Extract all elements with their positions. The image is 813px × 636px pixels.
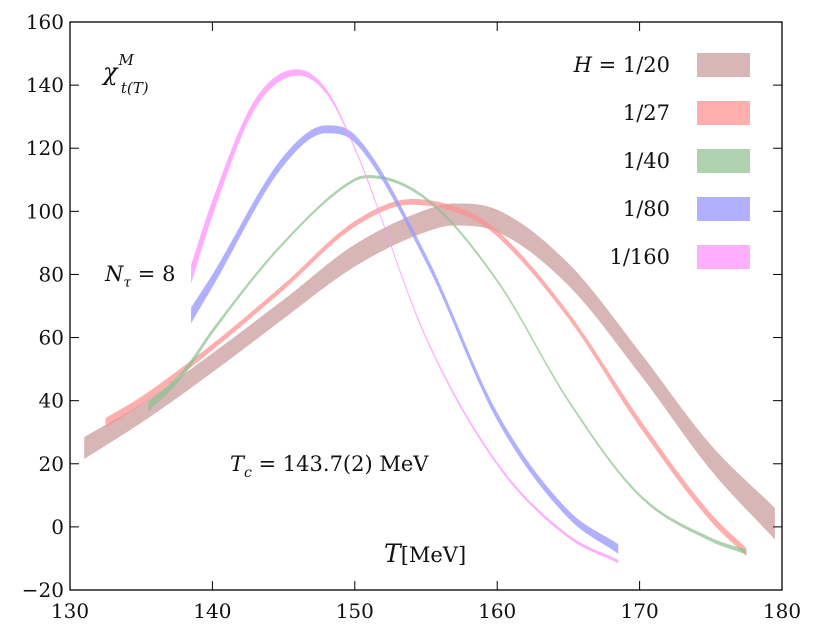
y-tick-label: 20: [39, 452, 64, 476]
band-series-1: [84, 203, 775, 540]
legend-swatch: [697, 101, 750, 125]
x-axis-label: T[MeV]: [384, 539, 466, 568]
y-axis-label: χM t(T): [101, 51, 149, 97]
legend-swatch: [697, 197, 750, 221]
y-tick-label: 0: [51, 515, 64, 539]
y-tick-label: 120: [26, 136, 64, 160]
legend-swatch: [697, 53, 750, 77]
y-tick-label: 60: [39, 326, 64, 350]
y-tick-label: −20: [22, 578, 64, 602]
legend-label: 1/160: [609, 245, 670, 269]
x-tick-label: 180: [763, 599, 801, 623]
band-series-5: [191, 69, 619, 564]
x-tick-label: 170: [621, 599, 659, 623]
y-tick-label: 40: [39, 389, 64, 413]
legend: H = 1/20 1/27 1/40 1/80 1/160: [573, 53, 750, 269]
legend-label: 1/40: [623, 149, 670, 173]
ntau-annotation: Nτ = 8: [104, 262, 175, 291]
legend-swatch: [697, 245, 750, 269]
x-tick-label: 150: [336, 599, 374, 623]
legend-label: 1/80: [623, 197, 670, 221]
data-bands: [84, 69, 775, 564]
x-tick-label: 160: [478, 599, 516, 623]
axis-ticks: 130 140 150 160 170 180 −20 0 20 40 60 80 100 120 140 1…: [22, 10, 801, 623]
y-tick-label: 80: [39, 262, 64, 286]
x-tick-label: 140: [193, 599, 231, 623]
tc-annotation: Tc = 143.7(2) MeV: [230, 452, 429, 481]
plot-frame: [69, 21, 783, 591]
legend-swatch: [697, 149, 750, 173]
legend-label: 1/27: [623, 101, 670, 125]
y-tick-label: 160: [26, 10, 64, 34]
y-tick-label: 100: [26, 199, 64, 223]
legend-label: H = 1/20: [573, 53, 670, 77]
x-tick-label: 130: [51, 599, 89, 623]
y-tick-label: 140: [26, 73, 64, 97]
